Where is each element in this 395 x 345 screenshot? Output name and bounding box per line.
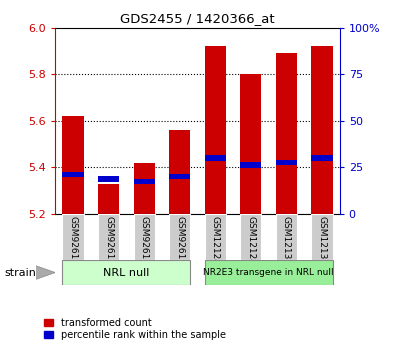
Bar: [205, 214, 226, 260]
Bar: [169, 214, 190, 260]
Legend: transformed count, percentile rank within the sample: transformed count, percentile rank withi…: [44, 318, 226, 340]
Bar: [276, 160, 297, 165]
Bar: [62, 116, 84, 214]
Text: strain: strain: [4, 268, 36, 277]
Bar: [169, 174, 190, 179]
Text: NRL null: NRL null: [103, 268, 150, 277]
Bar: [240, 214, 261, 260]
Bar: [98, 214, 119, 260]
Text: GSM121316: GSM121316: [318, 216, 326, 271]
Text: GSM121249: GSM121249: [246, 216, 255, 271]
Bar: [134, 214, 155, 260]
Bar: [205, 260, 333, 285]
Text: GSM92610: GSM92610: [69, 216, 77, 265]
Bar: [169, 130, 190, 214]
Bar: [134, 179, 155, 184]
Bar: [134, 163, 155, 214]
Bar: [311, 46, 333, 214]
Bar: [276, 53, 297, 214]
Title: GDS2455 / 1420366_at: GDS2455 / 1420366_at: [120, 12, 275, 25]
Bar: [311, 156, 333, 160]
Bar: [311, 214, 333, 260]
Text: GSM92613: GSM92613: [175, 216, 184, 265]
Bar: [276, 214, 297, 260]
Text: GSM121242: GSM121242: [211, 216, 220, 271]
Text: NR2E3 transgene in NRL null: NR2E3 transgene in NRL null: [203, 268, 334, 277]
Bar: [205, 46, 226, 214]
Text: GSM121315: GSM121315: [282, 216, 291, 271]
Bar: [240, 74, 261, 214]
Polygon shape: [36, 266, 55, 279]
Bar: [98, 176, 119, 181]
Bar: [62, 214, 84, 260]
Bar: [62, 172, 84, 177]
Bar: [98, 184, 119, 214]
Bar: [62, 260, 190, 285]
Bar: [205, 156, 226, 160]
Bar: [240, 162, 261, 168]
Text: GSM92612: GSM92612: [140, 216, 149, 265]
Text: GSM92611: GSM92611: [104, 216, 113, 265]
